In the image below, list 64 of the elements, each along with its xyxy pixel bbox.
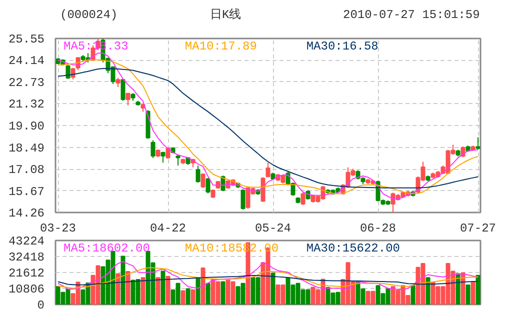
y-tick-label: 21612 [8, 266, 45, 280]
y-tick-label: 19.90 [8, 120, 45, 134]
bar [116, 273, 120, 304]
y-tick-label: 0 [37, 298, 44, 312]
series-label: MA30:15622.00 [306, 242, 400, 256]
y-tick-label: 10806 [8, 282, 45, 296]
y-tick-label: 21.32 [8, 98, 45, 112]
bar [470, 282, 476, 304]
bar [126, 270, 130, 304]
candlestick [240, 188, 246, 210]
candlestick [126, 92, 130, 106]
candlestick [476, 136, 480, 150]
x-tick-label: 03-23 [40, 222, 76, 236]
bar [120, 256, 126, 304]
bar [206, 282, 210, 304]
y-tick-label: 22.73 [8, 76, 45, 90]
bar [220, 281, 226, 304]
bar [410, 285, 416, 304]
candlestick [66, 64, 70, 80]
candlestick [260, 176, 266, 202]
bar [466, 284, 470, 304]
bar [200, 268, 206, 304]
y-tick-label: 15.67 [8, 184, 45, 199]
bar [166, 276, 170, 304]
y-tick-label: 25.55 [8, 32, 45, 46]
bar [160, 270, 166, 304]
bar [270, 272, 276, 304]
candlestick [196, 165, 200, 184]
candlestick [116, 77, 120, 88]
candlestick [120, 78, 126, 102]
bar [186, 288, 190, 304]
candlestick [266, 162, 270, 178]
x-tick-label: 04-22 [150, 222, 186, 236]
y-tick-label: 24.14 [8, 54, 45, 68]
series-label: MA5:18602.00 [64, 242, 150, 256]
candlestick [150, 140, 156, 158]
chart-title: (000024) [60, 7, 118, 24]
candlestick [300, 192, 306, 206]
candlestick [206, 177, 210, 194]
text: MA10:17.89 [184, 40, 257, 54]
line-series [58, 274, 478, 286]
y-tick-label: 17.08 [8, 163, 45, 178]
x-tick-label: 05-24 [254, 222, 292, 236]
chart-subtitle: 日K线 [210, 7, 242, 24]
bar [456, 273, 460, 304]
bar [476, 274, 480, 304]
bar [426, 277, 430, 304]
x-tick-label: 07-27 [460, 222, 496, 236]
bar [140, 277, 146, 304]
bar [190, 289, 196, 304]
line-series [58, 261, 478, 290]
bar [156, 277, 160, 304]
x-tick-label: 06-28 [360, 222, 396, 236]
line-series [58, 267, 478, 289]
y-tick-label: 14.26 [8, 206, 45, 220]
text: MA30:16.58 [306, 40, 378, 54]
bar [460, 272, 466, 304]
y-tick-label: 32418 [8, 250, 45, 264]
bar [180, 290, 186, 304]
text: 2010-07-27 15:01:59 [343, 7, 480, 24]
y-tick-label: 18.49 [8, 141, 45, 156]
bar [196, 277, 200, 304]
candlestick [200, 172, 206, 188]
y-tick-label: 43224 [8, 234, 45, 248]
